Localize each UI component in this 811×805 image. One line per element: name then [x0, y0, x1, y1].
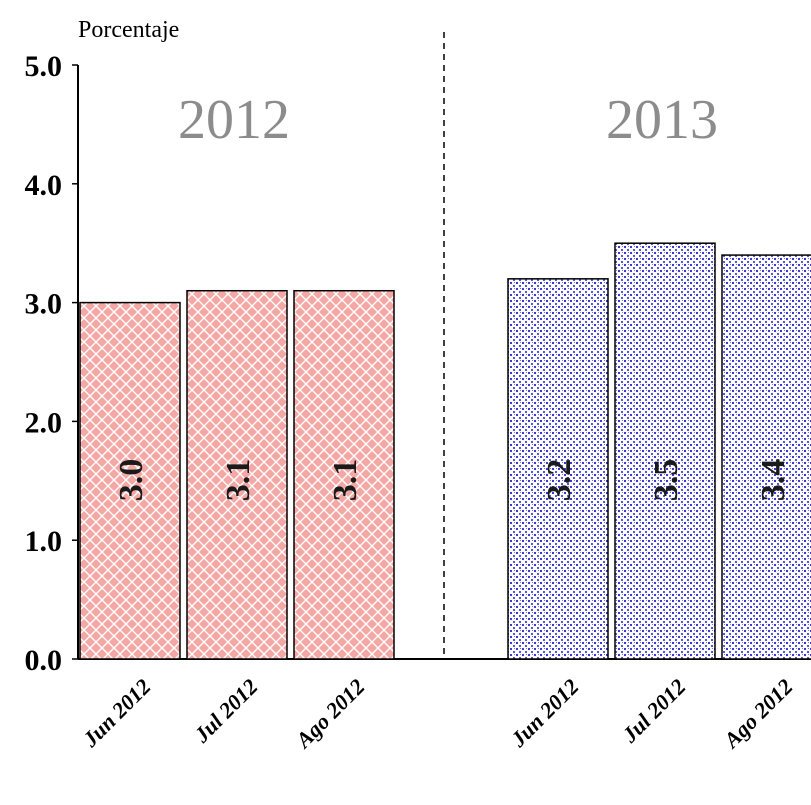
bar-value-label: 3.4: [755, 459, 792, 502]
y-tick-label: 5.0: [25, 50, 63, 83]
y-tick-label: 4.0: [25, 169, 63, 202]
y-tick-label: 0.0: [25, 644, 63, 677]
y-tick-label: 3.0: [25, 288, 63, 321]
bar: [186, 289, 288, 660]
value-labels: 3.0 3.1 3.1 3.2 3.5 3.4: [113, 459, 792, 502]
bar-value-label: 3.5: [648, 459, 685, 502]
x-tick-label: Jul 2012: [616, 674, 690, 748]
y-tick-label: 1.0: [25, 525, 63, 558]
y-axis-title: Porcentaje: [78, 17, 179, 43]
x-tick-label: Jun 2012: [505, 674, 583, 752]
bar: [614, 242, 716, 660]
bar-value-label: 3.0: [113, 459, 150, 502]
year-label: 2012: [178, 89, 290, 151]
bar: [507, 278, 609, 660]
y-axis: 0.0 1.0 2.0 3.0 4.0 5.0: [25, 50, 79, 677]
year-labels: 2012 2013: [178, 89, 718, 151]
bars: [79, 242, 811, 660]
bar: [79, 301, 181, 660]
x-tick-label: Jun 2012: [77, 674, 155, 752]
x-tick-label: Jul 2012: [188, 674, 262, 748]
bar-value-label: 3.1: [327, 459, 364, 502]
bar: [721, 254, 811, 660]
x-tick-label: Ago 2012: [717, 674, 797, 754]
year-label: 2013: [606, 89, 718, 151]
x-tick-label: Ago 2012: [289, 674, 369, 754]
bar-value-label: 3.2: [541, 459, 578, 502]
bar: [293, 289, 395, 660]
x-tick-labels: Jun 2012 Jul 2012 Ago 2012 Jun 2012 Jul 2012…: [77, 674, 797, 754]
y-tick-label: 2.0: [25, 406, 63, 439]
bar-value-label: 3.1: [220, 459, 257, 502]
